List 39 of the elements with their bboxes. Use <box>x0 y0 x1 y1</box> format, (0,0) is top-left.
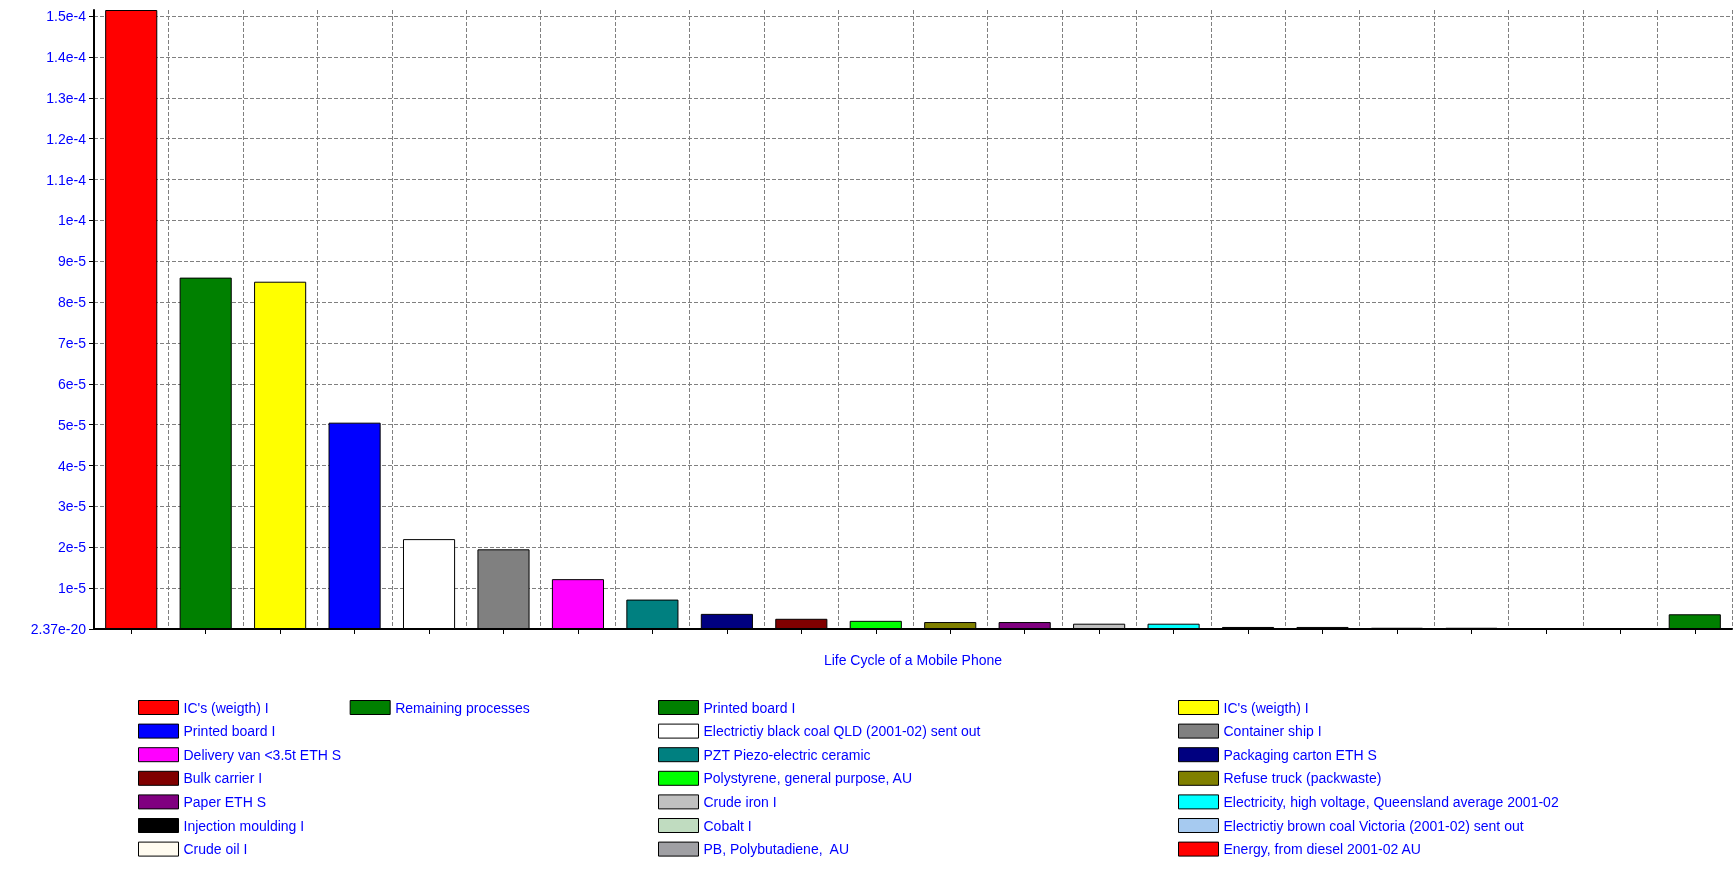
y-tick-label: 1.5e-4 <box>46 8 87 25</box>
legend-label: Energy, from diesel 2001-02 AU <box>1223 841 1421 858</box>
legend-label: Remaining processes <box>395 699 530 716</box>
y-tick-label: 1e-5 <box>57 580 87 597</box>
y-tick-label: 1.2e-4 <box>46 130 87 147</box>
legend-label: Container ship I <box>1223 723 1322 740</box>
legend-label: Packaging carton ETH S <box>1223 746 1377 763</box>
legend-label: Bulk carrier I <box>183 770 263 787</box>
legend-label: Polystyrene, general purpose, AU <box>703 770 913 787</box>
legend-label: Electrictiy black coal QLD (2001-02) sent out <box>703 723 981 740</box>
y-tick-label: 1e-4 <box>57 212 87 229</box>
y-tick-label: 3e-5 <box>57 498 87 515</box>
legend-label: Electricity, high voltage, Queensland average 2001-02 <box>1223 793 1559 810</box>
y-tick-label: 9e-5 <box>57 253 87 270</box>
legend-label: PB, Polybutadiene, AU <box>703 841 850 858</box>
y-tick-label: 5e-5 <box>57 416 87 433</box>
legend-label: Cobalt I <box>703 817 752 834</box>
legend-label: Injection moulding I <box>183 817 305 834</box>
legend-label: Printed board I <box>703 699 796 716</box>
legend-label: Refuse truck (packwaste) <box>1223 770 1382 787</box>
y-tick-label: 2e-5 <box>57 539 87 556</box>
x-axis-title: Life Cycle of a Mobile Phone <box>823 652 1003 668</box>
legend-label: Crude iron I <box>703 793 777 810</box>
legend-label: Crude oil I <box>183 841 248 858</box>
legend-label: IC's (weigth) I <box>183 699 269 716</box>
y-tick-label: 6e-5 <box>57 375 87 392</box>
y-tick-label: 1.1e-4 <box>46 171 87 188</box>
y-tick-label: 1.4e-4 <box>46 48 87 65</box>
y-tick-label: 4e-5 <box>57 457 87 474</box>
legend-label: Paper ETH S <box>183 793 266 810</box>
legend-label: Printed board I <box>183 723 276 740</box>
y-tick-label: 2.37e-20 <box>30 621 87 637</box>
legend-label: Electrictiy brown coal Victoria (2001-02) sent out <box>1223 817 1524 834</box>
legend-label: Delivery van <3.5t ETH S <box>183 746 342 763</box>
y-tick-label: 1.3e-4 <box>46 89 87 106</box>
y-tick-label: 8e-5 <box>57 294 87 311</box>
legend-label: IC's (weigth) I <box>1223 699 1309 716</box>
y-tick-label: 7e-5 <box>57 334 87 351</box>
legend-label: PZT Piezo-electric ceramic <box>703 746 871 763</box>
